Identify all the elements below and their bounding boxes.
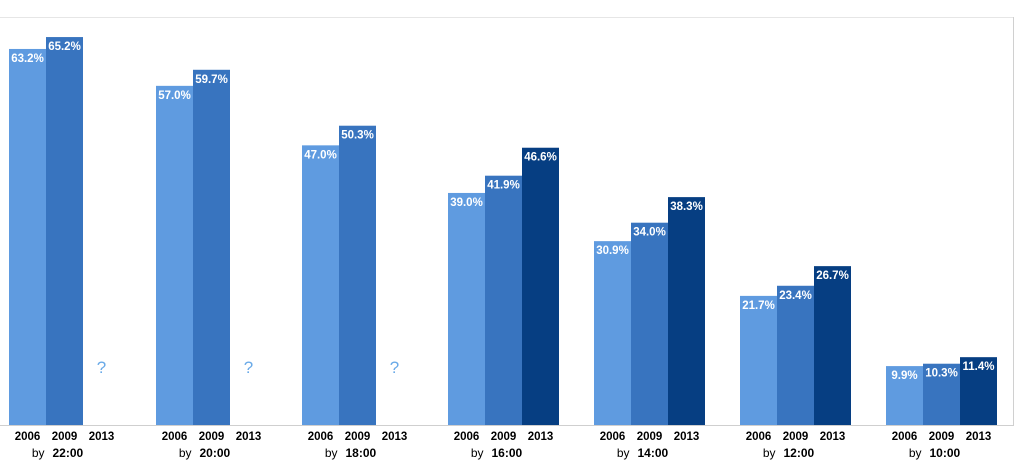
data-label-2006-1400: 30.9% [596, 245, 629, 257]
data-label-2006-1600: 39.0% [450, 197, 483, 209]
series-tick-label-2013: 2013 [674, 431, 700, 443]
data-label-2006-2000: 57.0% [158, 90, 191, 102]
series-tick-label-2013: 2013 [236, 431, 262, 443]
data-label-2006-1200: 21.7% [742, 300, 775, 312]
data-label-2009-1800: 50.3% [341, 130, 374, 142]
bar-2009-2000 [193, 69, 230, 425]
series-tick-label-2009: 2009 [637, 431, 663, 443]
bar-2013-1600 [522, 147, 559, 426]
series-tick-label-2013: 2013 [820, 431, 846, 443]
series-tick-label-2006: 2006 [162, 431, 188, 443]
bar-2006-1000 [886, 366, 923, 425]
missing-marker-2013-1800: ? [390, 358, 399, 377]
data-label-2006-1800: 47.0% [304, 149, 337, 161]
data-label-2009-1600: 41.9% [487, 180, 520, 192]
series-tick-label-2009: 2009 [929, 431, 955, 443]
bar-2006-2200 [9, 48, 46, 426]
category-label-2000: 20:00 [200, 446, 231, 460]
series-tick-label-2006: 2006 [454, 431, 480, 443]
series-tick-label-2013: 2013 [528, 431, 554, 443]
bar-2009-1800 [339, 125, 376, 425]
bar-2013-1000 [960, 357, 997, 425]
bar-2006-1400 [594, 241, 631, 425]
series-tick-label-2009: 2009 [199, 431, 225, 443]
series-tick-label-2006: 2006 [892, 431, 918, 443]
data-label-2013-1200: 26.7% [816, 270, 849, 282]
bar-2006-1600 [448, 192, 485, 425]
bar-2006-2000 [156, 85, 193, 425]
series-tick-label-2009: 2009 [783, 431, 809, 443]
chart-frame-top [0, 17, 1014, 18]
bar-2009-1400 [631, 222, 668, 425]
category-label-1200: 12:00 [784, 446, 815, 460]
data-label-2009-2000: 59.7% [195, 74, 228, 86]
missing-marker-2013-2200: ? [97, 358, 106, 377]
category-prefix-label: by [32, 446, 45, 460]
category-label-1400: 14:00 [638, 446, 669, 460]
chart-frame-right [1013, 17, 1014, 425]
bar-2009-1000 [923, 363, 960, 425]
data-label-2006-2200: 63.2% [11, 53, 44, 65]
series-tick-label-2009: 2009 [52, 431, 78, 443]
category-label-2200: 22:00 [53, 446, 84, 460]
data-label-2009-1000: 10.3% [925, 368, 958, 380]
bar-2009-1600 [485, 175, 522, 425]
bar-2006-1200 [740, 295, 777, 425]
category-prefix-label: by [325, 446, 338, 460]
data-label-2009-1400: 34.0% [633, 227, 666, 239]
category-label-1000: 10:00 [930, 446, 961, 460]
category-prefix-label: by [471, 446, 484, 460]
data-label-2009-2200: 65.2% [48, 41, 81, 53]
category-label-1600: 16:00 [492, 446, 523, 460]
series-tick-label-2013: 2013 [966, 431, 992, 443]
series-tick-label-2009: 2009 [345, 431, 371, 443]
series-tick-label-2006: 2006 [15, 431, 41, 443]
category-prefix-label: by [179, 446, 192, 460]
data-label-2013-1400: 38.3% [670, 201, 703, 213]
series-tick-label-2009: 2009 [491, 431, 517, 443]
bar-2009-1200 [777, 285, 814, 425]
data-label-2006-1000: 9.9% [891, 370, 917, 382]
series-tick-label-2013: 2013 [89, 431, 115, 443]
data-label-2009-1200: 23.4% [779, 290, 812, 302]
bar-2006-1800 [302, 145, 339, 425]
category-label-1800: 18:00 [346, 446, 377, 460]
series-tick-label-2006: 2006 [600, 431, 626, 443]
data-label-2013-1000: 11.4% [963, 361, 995, 373]
series-tick-label-2006: 2006 [308, 431, 334, 443]
series-tick-label-2013: 2013 [382, 431, 408, 443]
bar-2013-1200 [814, 266, 851, 425]
data-label-2013-1600: 46.6% [524, 152, 557, 164]
category-prefix-label: by [909, 446, 922, 460]
bar-2009-2200 [46, 37, 83, 426]
category-prefix-label: by [763, 446, 776, 460]
missing-marker-2013-2000: ? [244, 358, 253, 377]
category-prefix-label: by [617, 446, 630, 460]
bar-2013-1400 [668, 197, 705, 425]
series-tick-label-2006: 2006 [746, 431, 772, 443]
